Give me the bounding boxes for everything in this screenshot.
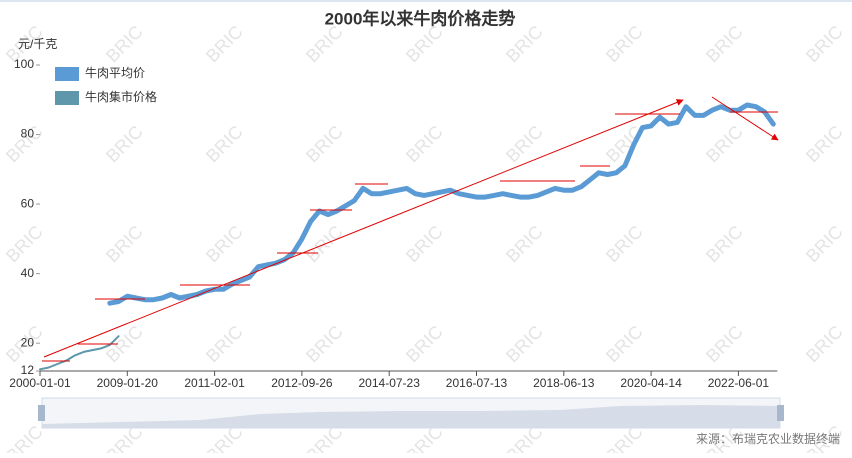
y-tick-label: 12 [21, 363, 35, 377]
watermark: BRIC [702, 122, 747, 167]
watermark: BRIC [602, 222, 647, 267]
legend-swatch [55, 67, 79, 81]
watermark: BRIC [802, 122, 847, 167]
y-tick-label: 80 [21, 127, 35, 141]
y-tick-label: 40 [21, 266, 35, 280]
watermark: BRIC [502, 322, 547, 367]
watermark: BRIC [802, 322, 847, 367]
x-tick-label: 2014-07-23 [359, 376, 421, 390]
y-tick-label: 60 [21, 196, 35, 210]
watermark: BRIC [602, 322, 647, 367]
watermark: BRIC [202, 122, 247, 167]
watermark: BRIC [602, 22, 647, 67]
watermark: BRIC [102, 122, 147, 167]
watermark: BRIC [302, 322, 347, 367]
y-axis-label: 元/千克 [18, 37, 57, 51]
chart-title: 2000年以来牛肉价格走势 [325, 8, 516, 28]
y-tick-label: 20 [21, 335, 35, 349]
source-note: 来源：布瑞克农业数据终端 [696, 431, 840, 446]
watermark: BRIC [702, 222, 747, 267]
watermark: BRIC [302, 122, 347, 167]
watermark: BRIC [102, 22, 147, 67]
watermark: BRIC [202, 222, 247, 267]
watermark: BRIC [802, 22, 847, 67]
annotations [42, 96, 779, 362]
watermark: BRIC [402, 222, 447, 267]
legend-label: 牛肉集市价格 [85, 89, 157, 104]
watermark: BRIC [502, 222, 547, 267]
legend-swatch [55, 91, 79, 105]
x-tick-label: 2018-06-13 [533, 376, 595, 390]
watermark: BRIC [802, 222, 847, 267]
x-tick-label: 2012-09-26 [271, 376, 333, 390]
x-tick-label: 2020-04-14 [620, 376, 682, 390]
series-line [107, 102, 776, 306]
y-tick-label: 100 [14, 57, 34, 71]
x-tick-label: 2000-01-01 [9, 376, 71, 390]
watermark: BRIC [202, 322, 247, 367]
watermark: BRIC [502, 122, 547, 167]
watermark: BRIC [402, 322, 447, 367]
watermark: BRIC [702, 322, 747, 367]
series-line [39, 335, 120, 371]
watermark: BRIC [202, 22, 247, 67]
watermark: BRIC [102, 222, 147, 267]
legend-label: 牛肉平均价 [85, 65, 145, 80]
watermark: BRIC [2, 422, 47, 453]
watermark: BRIC [402, 122, 447, 167]
plot: 12 20 40 60 80 100 2000-01-01 2009-01-20 2011-02… [9, 57, 778, 390]
x-tick-label: 2016-07-13 [446, 376, 508, 390]
x-tick-label: 2011-02-01 [184, 376, 245, 390]
watermark: BRIC [2, 222, 47, 267]
watermark: BRIC [702, 22, 747, 67]
x-tick-label: 2009-01-20 [97, 376, 159, 390]
x-tick-label: 2022-06-01 [708, 376, 770, 390]
data-zoom[interactable] [38, 397, 784, 429]
